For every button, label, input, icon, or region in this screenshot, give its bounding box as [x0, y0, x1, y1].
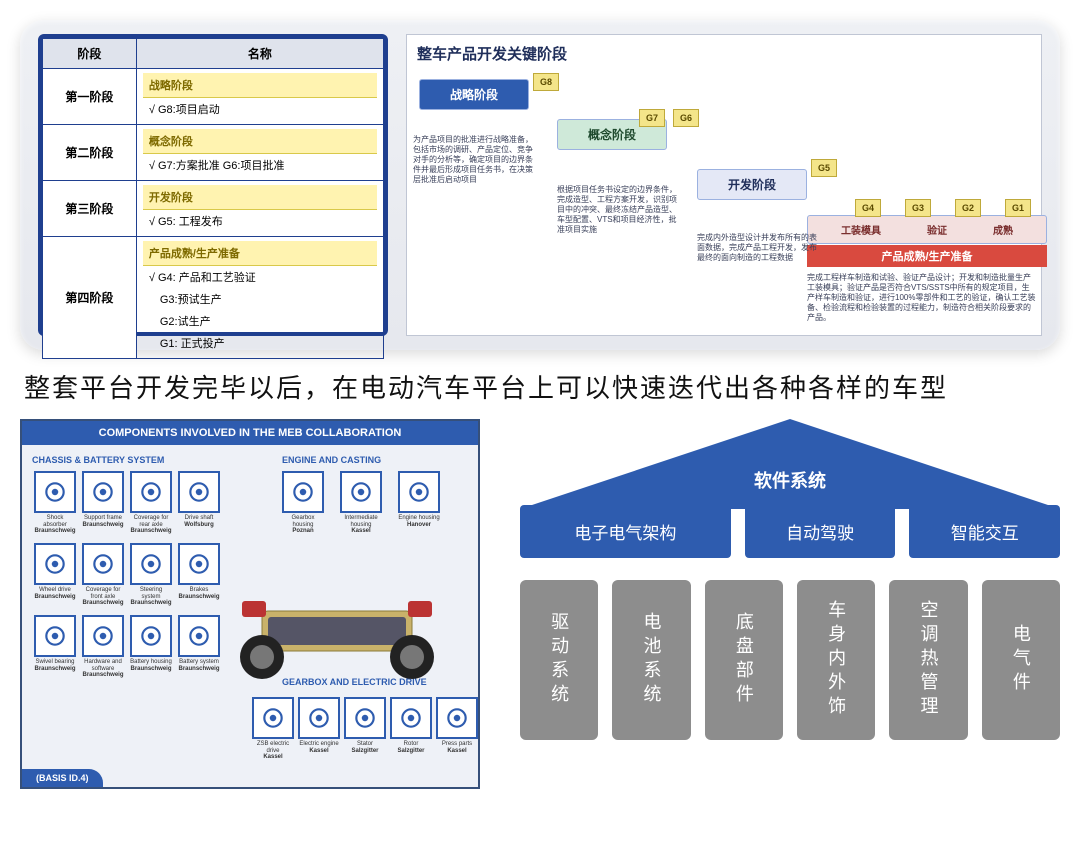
meb-title: COMPONENTS INVOLVED IN THE MEB COLLABORA…: [22, 421, 478, 445]
component-tile: [82, 471, 124, 513]
hw-module-card: 车身内外饰: [797, 580, 875, 740]
gate-badge: G5: [811, 159, 837, 177]
gate-badge: G6: [673, 109, 699, 127]
component-caption: Battery systemBraunschweig: [178, 659, 220, 672]
component-tile: [178, 471, 220, 513]
gate-badge: G1: [1005, 199, 1031, 217]
meb-infographic: COMPONENTS INVOLVED IN THE MEB COLLABORA…: [20, 419, 480, 789]
card-smartui: 智能交互: [909, 505, 1060, 558]
phase-label: 第三阶段: [43, 181, 137, 237]
component-caption: Press partsKassel: [436, 741, 478, 754]
component-tile: [34, 615, 76, 657]
phase-table: 阶段 名称 第一阶段战略阶段√ G8:项目启动第二阶段概念阶段√ G7:方案批准…: [38, 34, 388, 336]
hw-module-card: 空调热管理: [889, 580, 967, 740]
component-tile: [298, 697, 340, 739]
phase-content: 战略阶段√ G8:项目启动: [136, 69, 383, 125]
gate-badge: G4: [855, 199, 881, 217]
cascade-diagram: 整车产品开发关键阶段 战略阶段概念阶段开发阶段工装模具验证成熟产品成熟/生产准备…: [406, 34, 1042, 336]
component-tile: [252, 697, 294, 739]
col-phase: 阶段: [43, 39, 137, 69]
component-tile: [82, 615, 124, 657]
stage-desc: 完成内外造型设计并发布所有的表面数据，完成产品工程开发，发布最终的面向制造的工程…: [697, 233, 817, 263]
component-caption: RotorSalzgitter: [390, 741, 432, 754]
component-caption: Steering systemBraunschweig: [130, 587, 172, 607]
label-chassis: CHASSIS & BATTERY SYSTEM: [32, 455, 164, 465]
component-tile: [390, 697, 432, 739]
hw-module-card: 电气件: [982, 580, 1060, 740]
col-name: 名称: [136, 39, 383, 69]
chassis-illustration: [222, 571, 452, 691]
gate-badge: G2: [955, 199, 981, 217]
component-caption: StatorSalzgitter: [344, 741, 386, 754]
component-tile: [340, 471, 382, 513]
stack-row2: 驱动系统电池系统底盘部件车身内外饰空调热管理电气件: [520, 580, 1060, 740]
component-tile: [34, 471, 76, 513]
hw-module-card: 驱动系统: [520, 580, 598, 740]
gate-badge: G8: [533, 73, 559, 91]
component-tile: [130, 615, 172, 657]
component-tile: [82, 543, 124, 585]
component-caption: ZSB electric driveKassel: [252, 741, 294, 761]
phase-content: 概念阶段√ G7:方案批准 G6:项目批准: [136, 125, 383, 181]
component-caption: Electric engineKassel: [298, 741, 340, 754]
stage-box: 开发阶段: [697, 169, 807, 200]
component-caption: Drive shaftWolfsburg: [178, 515, 220, 528]
gate-badge: G3: [905, 199, 931, 217]
software-stack: 软件系统 电子电气架构 自动驾驶 智能交互 驱动系统电池系统底盘部件车身内外饰空…: [520, 419, 1060, 740]
stack-roof: 软件系统: [520, 419, 1060, 509]
stack-row1: 电子电气架构 自动驾驶 智能交互: [520, 505, 1060, 558]
component-caption: Gearbox housingPoznan: [282, 515, 324, 535]
hw-module-card: 电池系统: [612, 580, 690, 740]
phase-label: 第二阶段: [43, 125, 137, 181]
component-caption: Shock absorberBraunschweig: [34, 515, 76, 535]
component-caption: Battery housingBraunschweig: [130, 659, 172, 672]
top-panel: 阶段 名称 第一阶段战略阶段√ G8:项目启动第二阶段概念阶段√ G7:方案批准…: [20, 20, 1060, 350]
headline-text: 整套平台开发完毕以后，在电动汽车平台上可以快速迭代出各种各样的车型: [24, 368, 1056, 405]
stage-desc: 完成工程样车制造和试验、验证产品设计；开发和制造批量生产工装模具；验证产品是否符…: [807, 273, 1037, 323]
component-tile: [130, 543, 172, 585]
stage-maturity: 工装模具验证成熟: [807, 215, 1047, 244]
bottom-row: COMPONENTS INVOLVED IN THE MEB COLLABORA…: [20, 419, 1060, 789]
component-caption: Hardware and softwareBraunschweig: [82, 659, 124, 679]
red-band: 产品成熟/生产准备: [807, 245, 1047, 267]
stage-desc: 为产品项目的批准进行战略准备，包括市场的调研、产品定位、竞争对手的分析等，确定项…: [413, 135, 533, 185]
phase-label: 第一阶段: [43, 69, 137, 125]
component-tile: [130, 471, 172, 513]
component-caption: Wheel driveBraunschweig: [34, 587, 76, 600]
component-caption: Support frameBraunschweig: [82, 515, 124, 528]
component-caption: Coverage for rear axleBraunschweig: [130, 515, 172, 535]
hw-module-card: 底盘部件: [705, 580, 783, 740]
component-caption: Coverage for front axleBraunschweig: [82, 587, 124, 607]
component-tile: [34, 543, 76, 585]
component-tile: [178, 543, 220, 585]
phase-content: 产品成熟/生产准备√ G4: 产品和工艺验证 G3:预试生产 G2:试生产 G1…: [136, 237, 383, 359]
roof-label: 软件系统: [520, 467, 1060, 493]
phase-label: 第四阶段: [43, 237, 137, 359]
component-caption: Intermediate housingKassel: [340, 515, 382, 535]
component-tile: [178, 615, 220, 657]
meb-footer: (BASIS ID.4): [22, 769, 103, 787]
phase-content: 开发阶段√ G5: 工程发布: [136, 181, 383, 237]
component-caption: Engine housingHanover: [398, 515, 440, 528]
cascade-title: 整车产品开发关键阶段: [417, 43, 1031, 64]
gate-badge: G7: [639, 109, 665, 127]
stage-box: 战略阶段: [419, 79, 529, 110]
component-tile: [436, 697, 478, 739]
stage-desc: 根据项目任务书设定的边界条件，完成造型、工程方案开发，识别项目中的冲突、最终冻结…: [557, 185, 677, 235]
component-tile: [344, 697, 386, 739]
card-eearch: 电子电气架构: [520, 505, 731, 558]
component-tile: [398, 471, 440, 513]
component-caption: Swivel bearingBraunschweig: [34, 659, 76, 672]
component-caption: BrakesBraunschweig: [178, 587, 220, 600]
label-engine: ENGINE AND CASTING: [282, 455, 381, 465]
component-tile: [282, 471, 324, 513]
card-autodrive: 自动驾驶: [745, 505, 896, 558]
